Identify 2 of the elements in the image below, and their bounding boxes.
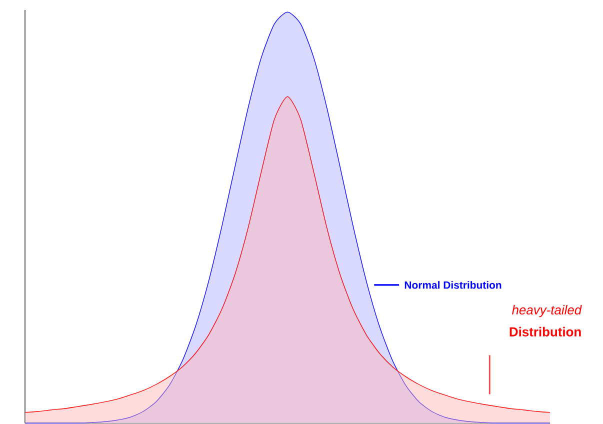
legend-label: Normal Distribution [404, 281, 502, 289]
text: heavy-tailed Distribution [510, 305, 582, 336]
